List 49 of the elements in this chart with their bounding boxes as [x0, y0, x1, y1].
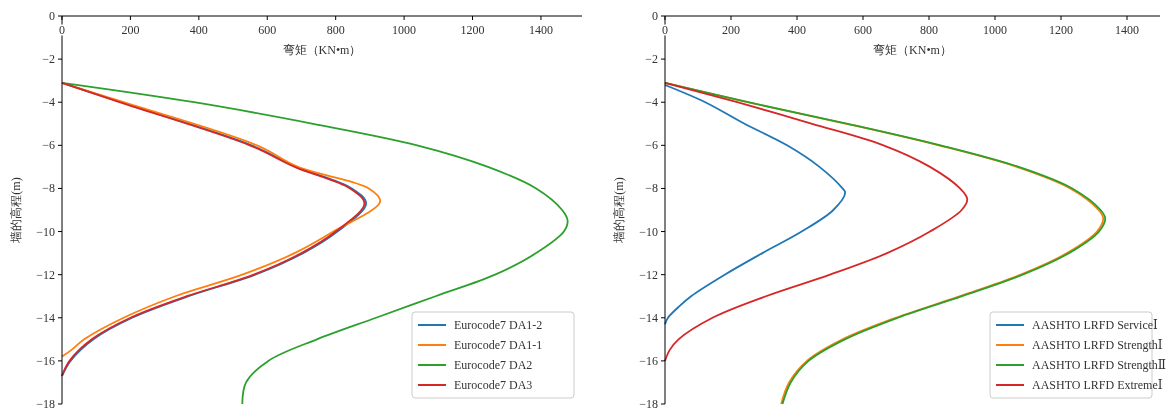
x-tick-label: 200: [722, 23, 740, 37]
x-tick-label: 600: [258, 23, 277, 37]
line-series: [664, 81, 969, 362]
x-tick-label: 800: [326, 23, 345, 37]
y-tick-label: −2: [42, 52, 55, 67]
y-tick-label: −6: [42, 138, 55, 153]
legend-label: AASHTO LRFD ExtremeⅠ: [1032, 378, 1163, 392]
y-tick-label: −12: [639, 267, 658, 282]
x-tick-label: 1000: [983, 23, 1007, 37]
x-tick-label: 200: [121, 23, 140, 37]
y-tick-label: −18: [36, 397, 55, 409]
x-tick-label: 1400: [1115, 23, 1139, 37]
x-tick-label: 1200: [1049, 23, 1073, 37]
legend-label: Eurocode7 DA1-1: [454, 338, 543, 352]
x-axis-title: 弯矩（KN•m）: [282, 43, 362, 57]
x-tick-label: 400: [189, 23, 208, 37]
y-tick-label: −14: [36, 310, 55, 325]
y-axis-title: 墙的高程(m): [612, 177, 626, 244]
y-tick-label: −10: [36, 224, 55, 239]
y-tick-label: −4: [42, 95, 55, 110]
legend-label: Eurocode7 DA2: [454, 358, 533, 372]
x-tick-label: 400: [788, 23, 806, 37]
line-series: [61, 81, 569, 405]
y-tick-label: 0: [49, 9, 55, 23]
legend-label: Eurocode7 DA3: [454, 378, 533, 392]
x-tick-label: 600: [854, 23, 872, 37]
y-tick-label: −18: [639, 397, 658, 409]
x-tick-label: 800: [920, 23, 938, 37]
y-tick-label: 0: [652, 9, 658, 23]
y-tick-label: −2: [645, 52, 658, 67]
y-tick-label: −6: [645, 138, 658, 153]
legend-label: AASHTO LRFD ServiceⅠ: [1032, 318, 1159, 332]
y-tick-label: −4: [645, 95, 658, 110]
y-axis-title: 墙的高程(m): [9, 177, 23, 244]
y-tick-label: −8: [645, 181, 658, 196]
legend-label: AASHTO LRFD StrengthⅡ: [1032, 358, 1166, 372]
y-tick-label: −8: [42, 181, 55, 196]
y-tick-label: −12: [36, 267, 55, 282]
x-tick-label: 1200: [460, 23, 485, 37]
legend-label: AASHTO LRFD StrengthⅠ: [1032, 338, 1163, 352]
x-tick-label: 1400: [528, 23, 553, 37]
y-tick-label: −16: [639, 353, 658, 368]
x-axis-title: 弯矩（KN•m）: [873, 43, 952, 57]
x-tick-label: 1000: [392, 23, 417, 37]
y-tick-label: −14: [639, 310, 658, 325]
legend-label: Eurocode7 DA1-2: [454, 318, 543, 332]
line-series: [664, 84, 847, 326]
y-tick-label: −16: [36, 353, 55, 368]
y-tick-label: −10: [639, 224, 658, 239]
